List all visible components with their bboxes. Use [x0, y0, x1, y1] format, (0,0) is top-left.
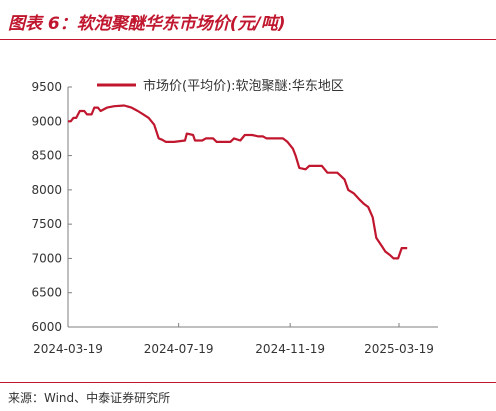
line-chart: 6000 6500 7000 7500 8000 8500 9000 9500 2024-03-… [31, 78, 438, 356]
y-tick-label: 9000 [31, 114, 62, 128]
y-tick-label: 8000 [31, 183, 62, 197]
series-line [68, 104, 408, 260]
source-divider [0, 382, 496, 383]
axes-layer: 6000 6500 7000 7500 8000 8500 9000 9500 2024-03-… [31, 80, 438, 356]
x-tick-label: 2025-03-19 [364, 342, 434, 356]
y-tick-label: 7000 [31, 251, 62, 265]
y-tick-label: 6500 [31, 286, 62, 300]
chart-area: 6000 6500 7000 7500 8000 8500 9000 9500 2024-03-… [0, 40, 496, 380]
chart-title: 图表 6：软泡聚醚华东市场价(元/吨) [8, 14, 286, 34]
y-tick-label: 7500 [31, 217, 62, 231]
y-tick-label: 6000 [31, 320, 62, 334]
y-tick-label: 9500 [31, 80, 62, 94]
legend: 市场价(平均价):软泡聚醚:华东地区 [97, 78, 344, 94]
title-divider [0, 39, 496, 40]
x-tick-label: 2024-07-19 [144, 342, 214, 356]
x-tick-label: 2024-03-19 [33, 342, 103, 356]
legend-label: 市场价(平均价):软泡聚醚:华东地区 [143, 78, 344, 94]
y-tick-label: 8500 [31, 149, 62, 163]
series-layer [68, 104, 408, 260]
x-tick-label: 2024-11-19 [255, 342, 325, 356]
title-bar: 图表 6：软泡聚醚华东市场价(元/吨) [0, 0, 496, 40]
source-note: 来源：Wind、中泰证券研究所 [8, 391, 171, 405]
